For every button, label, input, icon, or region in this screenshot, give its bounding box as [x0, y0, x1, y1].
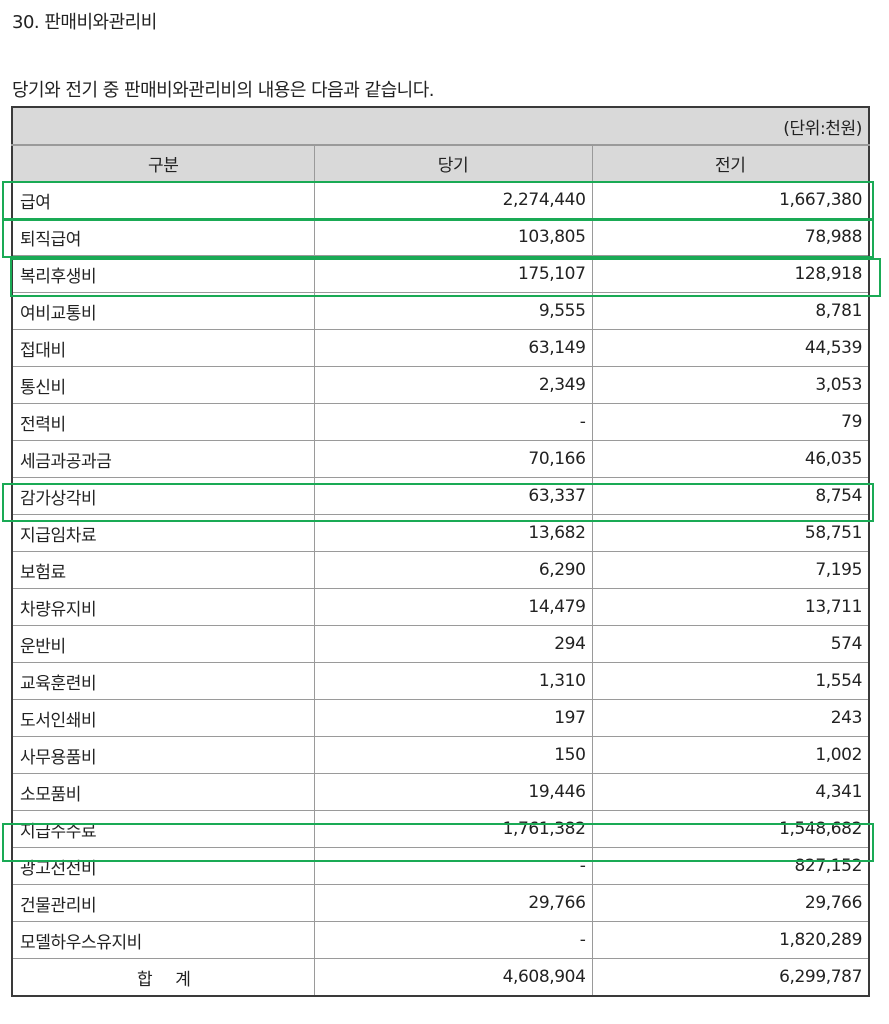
row-prior-value: 7,195 [591, 551, 870, 589]
row-label: 광고선전비 [11, 847, 315, 885]
row-prior-value: 4,341 [591, 773, 870, 811]
row-prior-value: 44,539 [591, 329, 870, 367]
table-row: 지급수수료 1,761,382 1,548,682 [11, 810, 870, 848]
row-prior-value: 8,781 [591, 292, 870, 330]
row-current-value: 1,310 [313, 662, 593, 700]
row-label: 복리후생비 [11, 255, 315, 293]
row-label: 운반비 [11, 625, 315, 663]
row-current-value: 63,337 [313, 477, 593, 515]
row-current-value: 197 [313, 699, 593, 737]
row-label: 접대비 [11, 329, 315, 367]
section-title: 30. 판매비와관리비 [12, 12, 157, 33]
row-current-value: 63,149 [313, 329, 593, 367]
row-label: 감가상각비 [11, 477, 315, 515]
row-current-value: 150 [313, 736, 593, 774]
total-label: 합 계 [11, 958, 315, 997]
unit-label: (단위:천원) [11, 106, 870, 146]
total-row: 합 계 4,608,904 6,299,787 [11, 958, 870, 997]
table-row: 모델하우스유지비 -1,820,289 [11, 921, 870, 959]
row-current-value: 9,555 [313, 292, 593, 330]
row-label: 지급임차료 [11, 514, 315, 552]
row-prior-value: 128,918 [591, 255, 870, 293]
row-prior-value: 29,766 [591, 884, 870, 922]
table-row: 통신비 2,349 3,053 [11, 366, 870, 404]
row-current-value: 6,290 [313, 551, 593, 589]
table-row: 도서인쇄비 197 243 [11, 699, 870, 737]
row-prior-value: 1,667,380 [591, 181, 870, 219]
row-current-value: 175,107 [313, 255, 593, 293]
row-prior-value: 243 [591, 699, 870, 737]
row-current-value: 70,166 [313, 440, 593, 478]
table-row: 복리후생비 175,107 128,918 [11, 255, 870, 293]
row-prior-value: 58,751 [591, 514, 870, 552]
row-prior-value: 78,988 [591, 218, 870, 256]
table-row: 광고선전비 -827,152 [11, 847, 870, 885]
row-label: 통신비 [11, 366, 315, 404]
row-label: 세금과공과금 [11, 440, 315, 478]
row-label: 도서인쇄비 [11, 699, 315, 737]
row-label: 교육훈련비 [11, 662, 315, 700]
table-row: 운반비 294 574 [11, 625, 870, 663]
table-row: 감가상각비 63,337 8,754 [11, 477, 870, 515]
row-current-value: 19,446 [313, 773, 593, 811]
row-prior-value: 574 [591, 625, 870, 663]
row-current-value: 294 [313, 625, 593, 663]
row-prior-value: 827,152 [591, 847, 870, 885]
row-current-value: 14,479 [313, 588, 593, 626]
row-label: 지급수수료 [11, 810, 315, 848]
header-current-period: 당기 [313, 144, 593, 182]
row-prior-value: 1,548,682 [591, 810, 870, 848]
row-current-value: 1,761,382 [313, 810, 593, 848]
row-current-value: - [313, 403, 593, 441]
table-row: 차량유지비 14,479 13,711 [11, 588, 870, 626]
row-prior-value: 1,002 [591, 736, 870, 774]
table-body: 급여 2,274,440 1,667,380 퇴직급여 103,805 78,988 복리후… [11, 181, 870, 959]
row-label: 차량유지비 [11, 588, 315, 626]
row-current-value: - [313, 921, 593, 959]
table-row: 세금과공과금 70,166 46,035 [11, 440, 870, 478]
row-current-value: - [313, 847, 593, 885]
table-row: 급여 2,274,440 1,667,380 [11, 181, 870, 219]
table-row: 여비교통비 9,555 8,781 [11, 292, 870, 330]
table-row: 지급임차료 13,682 58,751 [11, 514, 870, 552]
header-category: 구분 [11, 144, 315, 182]
row-current-value: 103,805 [313, 218, 593, 256]
table-row: 건물관리비 29,766 29,766 [11, 884, 870, 922]
row-label: 모델하우스유지비 [11, 921, 315, 959]
total-prior: 6,299,787 [591, 958, 870, 997]
row-prior-value: 46,035 [591, 440, 870, 478]
row-current-value: 29,766 [313, 884, 593, 922]
table-row: 퇴직급여 103,805 78,988 [11, 218, 870, 256]
row-label: 여비교통비 [11, 292, 315, 330]
intro-text: 당기와 전기 중 판매비와관리비의 내용은 다음과 같습니다. [12, 80, 435, 101]
row-label: 전력비 [11, 403, 315, 441]
table-row: 전력비 -79 [11, 403, 870, 441]
table-row: 사무용품비 150 1,002 [11, 736, 870, 774]
row-label: 보험료 [11, 551, 315, 589]
row-prior-value: 13,711 [591, 588, 870, 626]
row-current-value: 13,682 [313, 514, 593, 552]
table-row: 교육훈련비 1,310 1,554 [11, 662, 870, 700]
row-label: 건물관리비 [11, 884, 315, 922]
table-row: 접대비 63,149 44,539 [11, 329, 870, 367]
row-current-value: 2,274,440 [313, 181, 593, 219]
row-prior-value: 3,053 [591, 366, 870, 404]
total-current: 4,608,904 [313, 958, 593, 997]
row-label: 급여 [11, 181, 315, 219]
unit-row: (단위:천원) [11, 106, 870, 146]
table-row: 보험료 6,290 7,195 [11, 551, 870, 589]
row-prior-value: 1,820,289 [591, 921, 870, 959]
row-label: 퇴직급여 [11, 218, 315, 256]
header-row: 구분 당기 전기 [11, 144, 870, 182]
row-prior-value: 79 [591, 403, 870, 441]
row-prior-value: 8,754 [591, 477, 870, 515]
row-label: 소모품비 [11, 773, 315, 811]
header-prior-period: 전기 [591, 144, 870, 182]
row-label: 사무용품비 [11, 736, 315, 774]
table-row: 소모품비 19,446 4,341 [11, 773, 870, 811]
row-prior-value: 1,554 [591, 662, 870, 700]
sga-expense-table: (단위:천원) 구분 당기 전기 급여 2,274,440 1,667,380 퇴직급… [11, 106, 870, 997]
row-current-value: 2,349 [313, 366, 593, 404]
